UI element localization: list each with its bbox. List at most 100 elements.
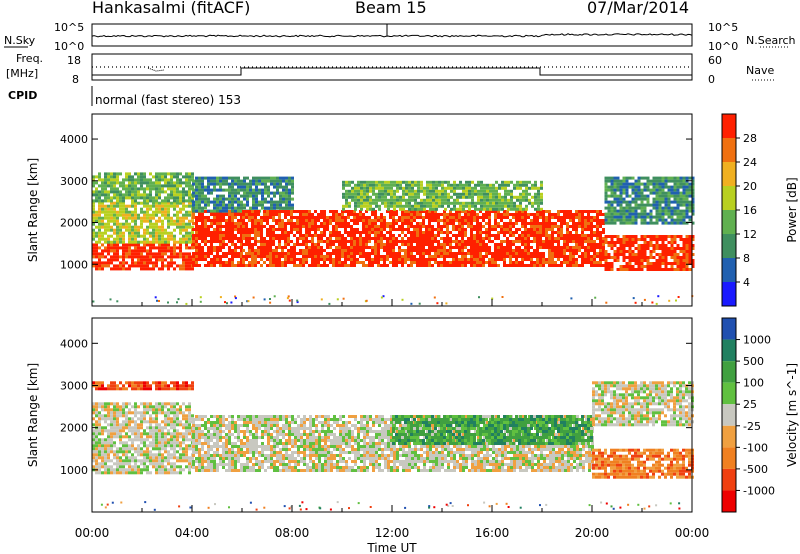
- power-cell: [482, 216, 485, 219]
- power-cell: [387, 198, 390, 202]
- power-cell: [204, 228, 207, 231]
- power-cell: [461, 231, 464, 234]
- power-cell: [338, 261, 341, 264]
- power-cell: [248, 246, 251, 249]
- power-cell: [431, 219, 434, 222]
- power-cell: [471, 189, 474, 193]
- power-cell: [500, 240, 503, 243]
- velocity-cell: [101, 426, 104, 430]
- power-cell: [266, 264, 269, 267]
- power-cell: [293, 228, 296, 231]
- power-cell: [682, 179, 686, 183]
- power-cell: [143, 267, 146, 271]
- power-cell: [524, 210, 527, 213]
- power-cell: [390, 186, 393, 190]
- power-cell: [685, 212, 689, 216]
- power-cell: [140, 187, 143, 191]
- power-cell: [494, 225, 497, 228]
- power-cell: [607, 235, 611, 238]
- power-cell: [396, 186, 399, 190]
- power-cell: [125, 267, 128, 271]
- power-cell: [465, 192, 468, 196]
- power-cell: [625, 179, 629, 183]
- power-cell: [149, 258, 152, 262]
- power-cell: [548, 228, 551, 231]
- power-cell: [410, 249, 413, 252]
- power-cell: [152, 213, 155, 217]
- power-cell: [420, 198, 423, 202]
- power-cell: [176, 190, 179, 194]
- power-cell: [390, 204, 393, 208]
- power-cell: [362, 228, 365, 231]
- power-cell: [569, 264, 572, 267]
- power-cell: [216, 228, 219, 231]
- velocity-cell: [101, 471, 104, 475]
- power-cell: [275, 261, 278, 264]
- power-cell: [447, 186, 450, 190]
- power-cell: [272, 225, 275, 228]
- power-cell: [599, 255, 602, 258]
- power-cell: [422, 210, 425, 213]
- power-cell: [344, 240, 347, 243]
- power-cell: [149, 267, 152, 271]
- power-cell: [113, 264, 116, 268]
- power-cell: [441, 195, 444, 199]
- power-cell: [575, 216, 578, 219]
- power-cell: [222, 176, 225, 180]
- power-cell: [329, 231, 332, 234]
- power-cell: [179, 219, 182, 223]
- power-cell: [661, 200, 665, 204]
- power-cell: [152, 240, 155, 244]
- power-cell: [610, 256, 614, 259]
- power-cell: [255, 191, 258, 195]
- power-cell: [688, 259, 692, 262]
- power-cell: [278, 222, 281, 225]
- power-cell: [248, 216, 251, 219]
- power-cell: [366, 195, 369, 199]
- power-cell: [276, 182, 279, 186]
- power-cell: [483, 204, 486, 208]
- power-cell: [299, 216, 302, 219]
- power-cell: [510, 204, 513, 208]
- power-cell: [414, 207, 417, 211]
- power-cell: [604, 206, 608, 210]
- power-cell: [158, 255, 161, 259]
- power-cell: [551, 240, 554, 243]
- power-cell: [545, 237, 548, 240]
- power-cell: [572, 234, 575, 237]
- power-cell: [604, 253, 608, 256]
- power-cell: [413, 231, 416, 234]
- power-cell: [539, 243, 542, 246]
- power-cell: [503, 210, 506, 213]
- power-cell: [518, 261, 521, 264]
- power-speckle: [643, 298, 646, 301]
- power-cell: [479, 243, 482, 246]
- power-colorbar-tick-label: 12: [743, 228, 757, 241]
- velocity-cell: [110, 423, 113, 427]
- power-cell: [512, 216, 515, 219]
- power-speckle: [269, 298, 271, 300]
- power-cell: [143, 190, 146, 194]
- power-cell: [287, 219, 290, 222]
- power-cell: [584, 255, 587, 258]
- power-cell: [500, 231, 503, 234]
- power-cell: [257, 255, 260, 258]
- power-cell: [464, 231, 467, 234]
- power-cell: [377, 231, 380, 234]
- power-cell: [619, 218, 623, 222]
- power-cell: [587, 258, 590, 261]
- power-cell: [419, 240, 422, 243]
- power-cell: [667, 235, 671, 238]
- power-cell: [149, 225, 152, 229]
- power-cell: [278, 252, 281, 255]
- power-cell: [548, 219, 551, 222]
- power-cell: [482, 255, 485, 258]
- power-cell: [201, 179, 204, 183]
- power-cell: [257, 246, 260, 249]
- power-cell: [282, 197, 285, 201]
- velocity-cell: [113, 426, 116, 430]
- power-cell: [425, 225, 428, 228]
- power-cell: [504, 189, 507, 193]
- power-cell: [637, 244, 641, 247]
- power-cell: [474, 183, 477, 187]
